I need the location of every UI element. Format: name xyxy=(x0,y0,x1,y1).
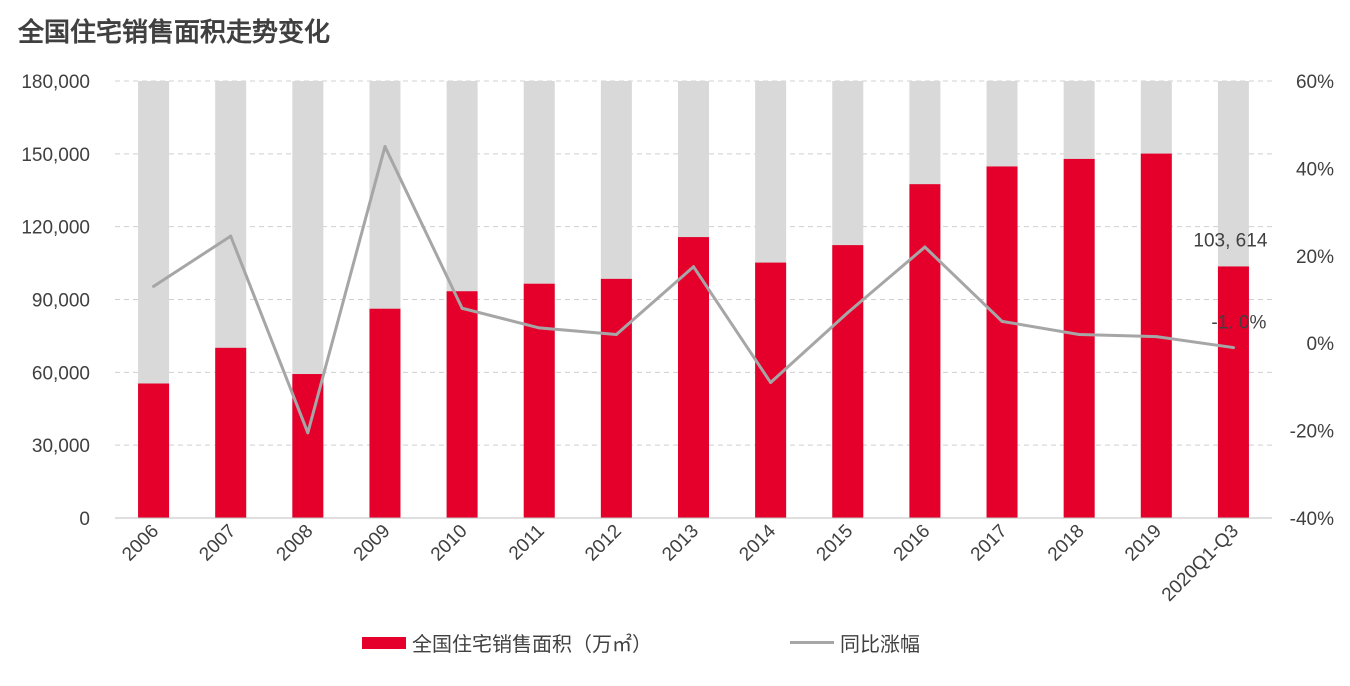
bar xyxy=(909,184,941,519)
bar-data-label: 103, 614 xyxy=(1193,230,1267,251)
bar xyxy=(1217,266,1249,518)
legend-label-line: 同比涨幅 xyxy=(840,632,920,656)
y-right-tick-label: 60% xyxy=(1296,72,1334,93)
x-tick-label: 2015 xyxy=(813,521,858,566)
line-point xyxy=(152,284,156,288)
y-left-tick-label: 0 xyxy=(79,509,90,530)
line-data-label: -1. 0% xyxy=(1211,313,1266,334)
line-point xyxy=(1000,319,1004,323)
data-labels: 103, 614 -1. 0% xyxy=(1193,230,1267,333)
legend: 全国住宅销售面积（万㎡） 同比涨幅 xyxy=(0,628,1350,658)
bar xyxy=(755,262,787,518)
y-left-tick-label: 30,000 xyxy=(32,436,90,457)
line-point xyxy=(614,332,618,336)
x-tick-label: 2017 xyxy=(967,521,1012,566)
x-tick-label: 2020Q1-Q3 xyxy=(1158,521,1243,606)
line-point xyxy=(1077,332,1081,336)
line-point xyxy=(769,381,773,385)
bar xyxy=(138,383,170,518)
line-point xyxy=(1154,335,1158,339)
line-point xyxy=(537,326,541,330)
bar-series xyxy=(138,153,1249,519)
line-point xyxy=(383,145,387,149)
x-tick-label: 2012 xyxy=(581,521,626,566)
legend-item-bar: 全国住宅销售面积（万㎡） xyxy=(362,628,652,657)
bar xyxy=(678,237,709,518)
line-point xyxy=(229,234,233,238)
x-tick-label: 2014 xyxy=(735,520,780,565)
bar xyxy=(600,278,632,518)
y-right-tick-label: 20% xyxy=(1296,247,1334,268)
y-right-tick-label: 40% xyxy=(1296,159,1334,180)
x-tick-label: 2010 xyxy=(427,521,472,566)
x-tick-label: 2013 xyxy=(658,521,703,566)
line-point xyxy=(1231,346,1235,350)
bar xyxy=(523,283,555,518)
x-tick-label: 2009 xyxy=(350,521,395,566)
legend-item-line: 同比涨幅 xyxy=(790,628,920,657)
y-left-tick-label: 180,000 xyxy=(21,72,90,93)
line-point xyxy=(923,245,927,249)
line-point xyxy=(460,306,464,310)
line-series xyxy=(152,145,1235,435)
bar xyxy=(1063,158,1095,518)
y-right-tick-label: -40% xyxy=(1290,509,1334,530)
bar xyxy=(986,166,1018,519)
y-left-tick-label: 90,000 xyxy=(32,291,90,312)
y-left-tick-label: 60,000 xyxy=(32,363,90,384)
y-left-tick-label: 150,000 xyxy=(21,145,90,166)
legend-label-bar: 全国住宅销售面积（万㎡） xyxy=(412,632,652,656)
line-point xyxy=(692,265,695,269)
y-left-tick-label: 120,000 xyxy=(21,218,90,239)
y-right-tick-label: 0% xyxy=(1307,334,1335,355)
bar xyxy=(446,291,478,518)
x-tick-label: 2018 xyxy=(1044,521,1089,566)
x-tick-label: 2011 xyxy=(505,521,549,565)
line-point xyxy=(306,431,310,435)
x-tick-label: 2007 xyxy=(195,521,240,566)
x-tick-label: 2019 xyxy=(1121,521,1166,566)
bar xyxy=(832,245,864,518)
bar xyxy=(369,308,401,518)
x-tick-label: 2006 xyxy=(118,521,163,566)
bar xyxy=(215,347,247,518)
line-point xyxy=(846,311,850,315)
legend-swatch-bar xyxy=(362,636,406,649)
legend-swatch-line xyxy=(790,641,834,644)
y-right-tick-label: -20% xyxy=(1290,422,1334,443)
x-tick-label: 2008 xyxy=(273,521,318,566)
chart-title: 全国住宅销售面积走势变化 xyxy=(18,18,331,48)
x-tick-label: 2016 xyxy=(890,521,935,566)
